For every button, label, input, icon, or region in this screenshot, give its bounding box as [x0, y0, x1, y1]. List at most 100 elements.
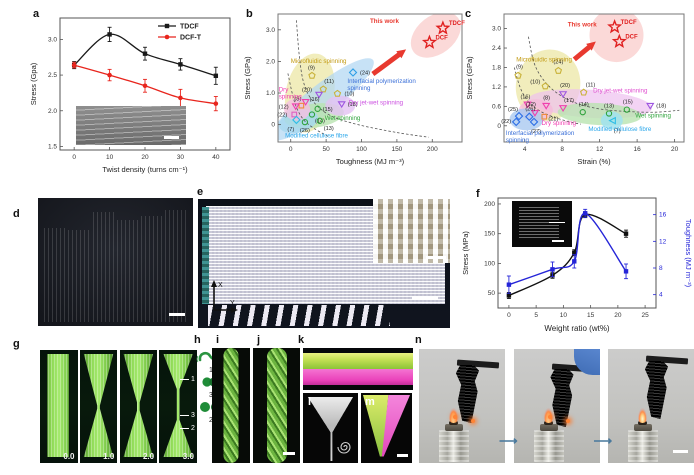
fabric-selvage	[202, 207, 209, 304]
fiber-bobbin	[93, 212, 114, 322]
svg-text:(10): (10)	[344, 92, 354, 98]
fiber-bundle	[123, 354, 154, 457]
svg-text:50: 50	[488, 290, 496, 297]
svg-text:(24): (24)	[553, 60, 563, 66]
chart-b-svg: 0 50 100 150 200 0 1.0 2.0 3.0 Toughness (MJ m⁻³)…	[243, 13, 465, 166]
svg-text:(14): (14)	[579, 102, 589, 108]
twist-turn-label: 0.0	[63, 452, 75, 461]
svg-text:(15): (15)	[323, 107, 333, 113]
svg-text:Dry jet-wet spinning: Dry jet-wet spinning	[349, 100, 404, 107]
fiber-bobbin	[117, 220, 138, 322]
svg-text:(17): (17)	[564, 98, 574, 104]
svg-text:0: 0	[72, 154, 76, 161]
scale-bar	[283, 452, 295, 455]
panel-label-h: h	[194, 334, 201, 346]
svg-text:Microfluidic spinning: Microfluidic spinning	[516, 57, 572, 64]
region-annotation-1: 1	[179, 376, 195, 383]
yarn	[266, 348, 287, 463]
yarn	[223, 348, 239, 463]
svg-text:(21): (21)	[548, 117, 558, 123]
axis-x-label: X	[218, 282, 223, 289]
fiber-bundle	[47, 354, 69, 457]
svg-text:Weight ratio (wt%): Weight ratio (wt%)	[544, 324, 610, 333]
panel-label-a: a	[33, 8, 40, 20]
photo-fiber-convergence	[303, 393, 358, 463]
svg-text:(16): (16)	[520, 94, 530, 100]
svg-text:2.0: 2.0	[266, 58, 275, 65]
svg-text:3.0: 3.0	[492, 26, 501, 33]
photo-fiber-bobbins	[38, 198, 193, 326]
burner-wick	[543, 421, 553, 425]
svg-text:(27): (27)	[531, 129, 541, 135]
scale-bar	[164, 136, 179, 139]
scale-bar	[397, 454, 408, 457]
svg-text:150: 150	[484, 231, 495, 238]
svg-text:(13): (13)	[604, 103, 614, 109]
magenta-band	[303, 369, 413, 385]
film-inset	[512, 201, 572, 247]
burner-cap	[634, 424, 652, 431]
svg-text:TDCF: TDCF	[449, 21, 465, 27]
svg-text:(16): (16)	[310, 97, 320, 103]
schematic-label-2: 2	[209, 417, 213, 424]
fiber-bobbin	[44, 228, 65, 322]
svg-text:(7): (7)	[287, 127, 294, 133]
chart-strain-scatter: 4 8 12 16 20 0 0.6 1.2 1.8 2.4 3.0 Strain (%) Stress…	[462, 4, 694, 186]
panel-label-k: k	[298, 334, 305, 346]
svg-text:Wet spinning: Wet spinning	[325, 115, 361, 122]
photo-woven-fabric: X Y	[198, 199, 450, 328]
carbonized-fiber-bundle	[550, 369, 574, 427]
scale-bar	[169, 313, 185, 316]
svg-text:Toughness (MJ m⁻³): Toughness (MJ m⁻³)	[684, 219, 693, 288]
axis-y-label: Y	[230, 300, 235, 307]
svg-text:4: 4	[523, 146, 527, 153]
svg-text:(12): (12)	[279, 104, 289, 110]
svg-text:Dry jet-wet spinning: Dry jet-wet spinning	[593, 88, 648, 95]
svg-text:25: 25	[641, 312, 649, 319]
scale-bar	[426, 256, 446, 259]
svg-text:(7): (7)	[614, 129, 621, 135]
alcohol-burner	[628, 430, 658, 462]
svg-text:(26): (26)	[525, 107, 535, 113]
twist-photo-2.0: 2.0	[119, 350, 158, 463]
svg-text:50: 50	[323, 146, 331, 153]
svg-text:(20): (20)	[302, 88, 312, 94]
svg-text:Microfluidic spinning: Microfluidic spinning	[291, 58, 347, 65]
scale-bar	[552, 240, 564, 242]
svg-text:Stress (Gpa): Stress (Gpa)	[29, 62, 38, 105]
svg-text:Strain (%): Strain (%)	[577, 157, 611, 166]
fiber-bobbin	[68, 230, 89, 322]
twist-turn-label: 3.0	[182, 452, 194, 461]
film-notch	[549, 222, 565, 225]
panel-label-l: l	[308, 396, 312, 408]
svg-text:(15): (15)	[623, 100, 633, 106]
burner-wick	[638, 421, 647, 425]
fiber-bundle	[83, 354, 114, 457]
green-band	[303, 353, 413, 369]
svg-text:20: 20	[141, 154, 149, 161]
svg-text:Twist density (turns cm⁻¹): Twist density (turns cm⁻¹)	[102, 165, 188, 174]
carbonized-fiber-bundle	[455, 365, 479, 423]
svg-text:1.0: 1.0	[266, 90, 275, 97]
svg-text:DCF-T: DCF-T	[180, 35, 202, 42]
svg-text:(20): (20)	[560, 83, 570, 89]
chart-a-svg: 0 10 20 30 40 1.5 2.0 2.5 3.0 Twist density (turn…	[29, 17, 231, 174]
svg-text:0: 0	[271, 122, 275, 129]
svg-text:DCF: DCF	[435, 35, 448, 41]
chart-toughness-scatter: 0 50 100 150 200 0 1.0 2.0 3.0 Toughness (MJ m⁻³)…	[240, 4, 468, 186]
fiber-bobbin	[165, 210, 186, 322]
burner-wick	[449, 421, 458, 425]
svg-text:3.0: 3.0	[48, 36, 57, 43]
svg-text:150: 150	[391, 146, 402, 153]
xy-axis-arrows: X Y	[211, 280, 238, 313]
ember	[471, 419, 475, 423]
svg-text:16: 16	[659, 212, 667, 219]
svg-text:Modified cellulose fibre: Modified cellulose fibre	[285, 132, 348, 139]
scale-bar	[412, 296, 438, 300]
svg-text:Stress (MPa): Stress (MPa)	[461, 231, 470, 275]
chart-c-svg: 4 8 12 16 20 0 0.6 1.2 1.8 2.4 3.0 Strain (%) Stress…	[465, 13, 685, 166]
svg-text:TDCF: TDCF	[621, 20, 637, 26]
